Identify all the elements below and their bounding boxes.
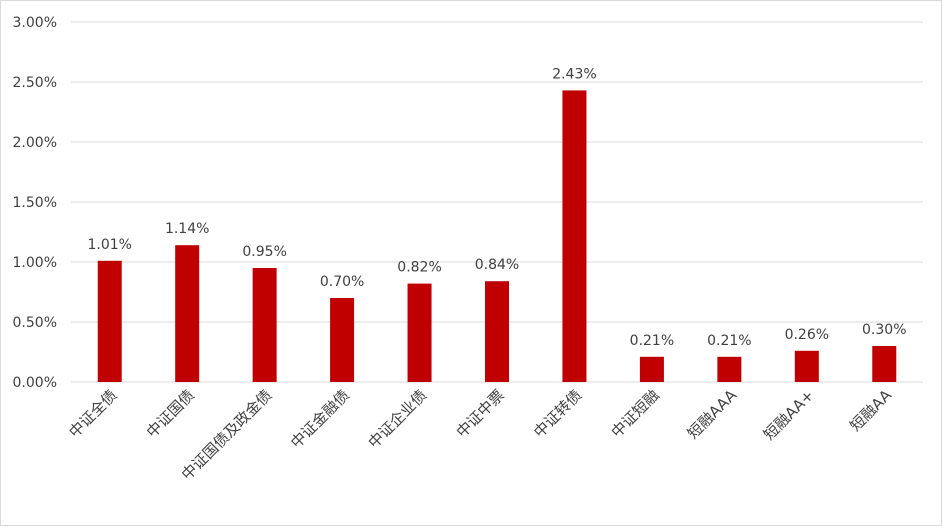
bar <box>485 281 509 382</box>
x-category-label: 中证全债 <box>65 386 120 441</box>
bar <box>872 346 897 382</box>
data-label: 0.95% <box>242 244 286 260</box>
x-category-label: 中证中票 <box>453 386 508 441</box>
data-label: 0.21% <box>630 333 674 349</box>
x-category-label: 中证企业债 <box>365 386 431 452</box>
y-tick-label: 0.00% <box>13 375 57 391</box>
bar <box>794 350 819 382</box>
x-category-label: 中证转债 <box>530 386 585 441</box>
bars <box>97 90 897 383</box>
y-tick-label: 0.50% <box>13 315 57 331</box>
data-label: 0.21% <box>707 333 751 349</box>
x-category-label: 短融AA <box>846 386 895 435</box>
bar <box>97 260 122 382</box>
y-tick-label: 1.00% <box>13 255 57 271</box>
y-tick-label: 1.50% <box>13 195 57 211</box>
data-label: 0.82% <box>397 260 441 276</box>
bar <box>639 356 664 382</box>
bar <box>407 283 432 382</box>
data-label: 0.70% <box>320 274 364 290</box>
x-category-label: 中证短融 <box>608 386 663 441</box>
x-category-label: 短融AA+ <box>760 386 818 444</box>
x-category-label: 短融AAA <box>684 386 741 443</box>
data-label: 0.84% <box>475 257 519 273</box>
bar <box>252 268 277 382</box>
data-label: 1.01% <box>87 237 131 253</box>
x-category-label: 中证金融债 <box>287 386 353 452</box>
data-label: 0.30% <box>862 322 906 338</box>
data-label: 0.26% <box>785 327 829 343</box>
y-tick-label: 2.50% <box>13 75 57 91</box>
bar <box>175 245 200 382</box>
data-label: 1.14% <box>165 221 209 237</box>
y-tick-label: 3.00% <box>13 15 57 31</box>
y-axis-tick-labels: 0.00% 0.50% 1.00% 1.50% 2.00% 2.50% 3.00% <box>13 15 57 391</box>
y-tick-label: 2.00% <box>13 135 57 151</box>
gridlines <box>71 21 923 383</box>
x-category-label: 中证国债 <box>143 386 198 441</box>
bar <box>330 298 355 382</box>
bar <box>562 90 587 383</box>
bar <box>717 356 742 382</box>
data-label: 2.43% <box>552 66 596 82</box>
data-labels: 1.01% 1.14% 0.95% 0.70% 0.82% 0.84% 2.43% 0.21%… <box>87 66 906 348</box>
